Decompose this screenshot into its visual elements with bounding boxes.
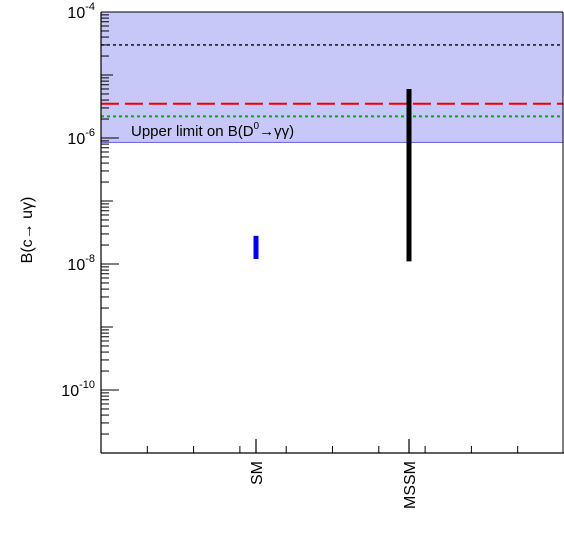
upper-limit-band <box>101 12 563 143</box>
data-ranges <box>253 88 412 262</box>
annotation-sup: 0 <box>254 121 260 132</box>
y-tick-label-8: 10-8 <box>67 253 95 274</box>
y-tick-label-6: 10-6 <box>67 127 95 148</box>
annotation-upper-limit: Upper limit on B(D0→γγ) <box>131 121 294 140</box>
annotation-suffix: →γγ) <box>259 123 294 140</box>
y-tick-exponent: -4 <box>85 1 95 13</box>
y-tick-label-4: 10-4 <box>67 1 95 22</box>
annotation-prefix: Upper limit on B(D <box>131 123 254 140</box>
reference-lines <box>101 44 563 118</box>
annotation-layer: Upper limit on B(D0→γγ) <box>131 121 294 140</box>
y-axis-label: B(c→ uγ) <box>19 197 36 264</box>
y-tick-exponent: -6 <box>85 127 95 139</box>
x-category-label-mssm: MSSM <box>402 461 419 509</box>
y-tick-base: 10 <box>61 383 79 400</box>
y-tick-exponent: -10 <box>79 379 95 391</box>
y-tick-labels: 10-410-610-810-10 <box>61 1 95 400</box>
y-tick-base: 10 <box>67 257 85 274</box>
x-category-label-sm: SM <box>249 461 266 485</box>
y-tick-exponent: -8 <box>85 253 95 265</box>
y-tick-base: 10 <box>67 5 85 22</box>
y-tick-label-10: 10-10 <box>61 379 95 400</box>
y-tick-base: 10 <box>67 131 85 148</box>
x-category-labels: SM MSSM <box>249 461 419 509</box>
ticks <box>101 11 519 454</box>
band-layer <box>101 12 563 144</box>
